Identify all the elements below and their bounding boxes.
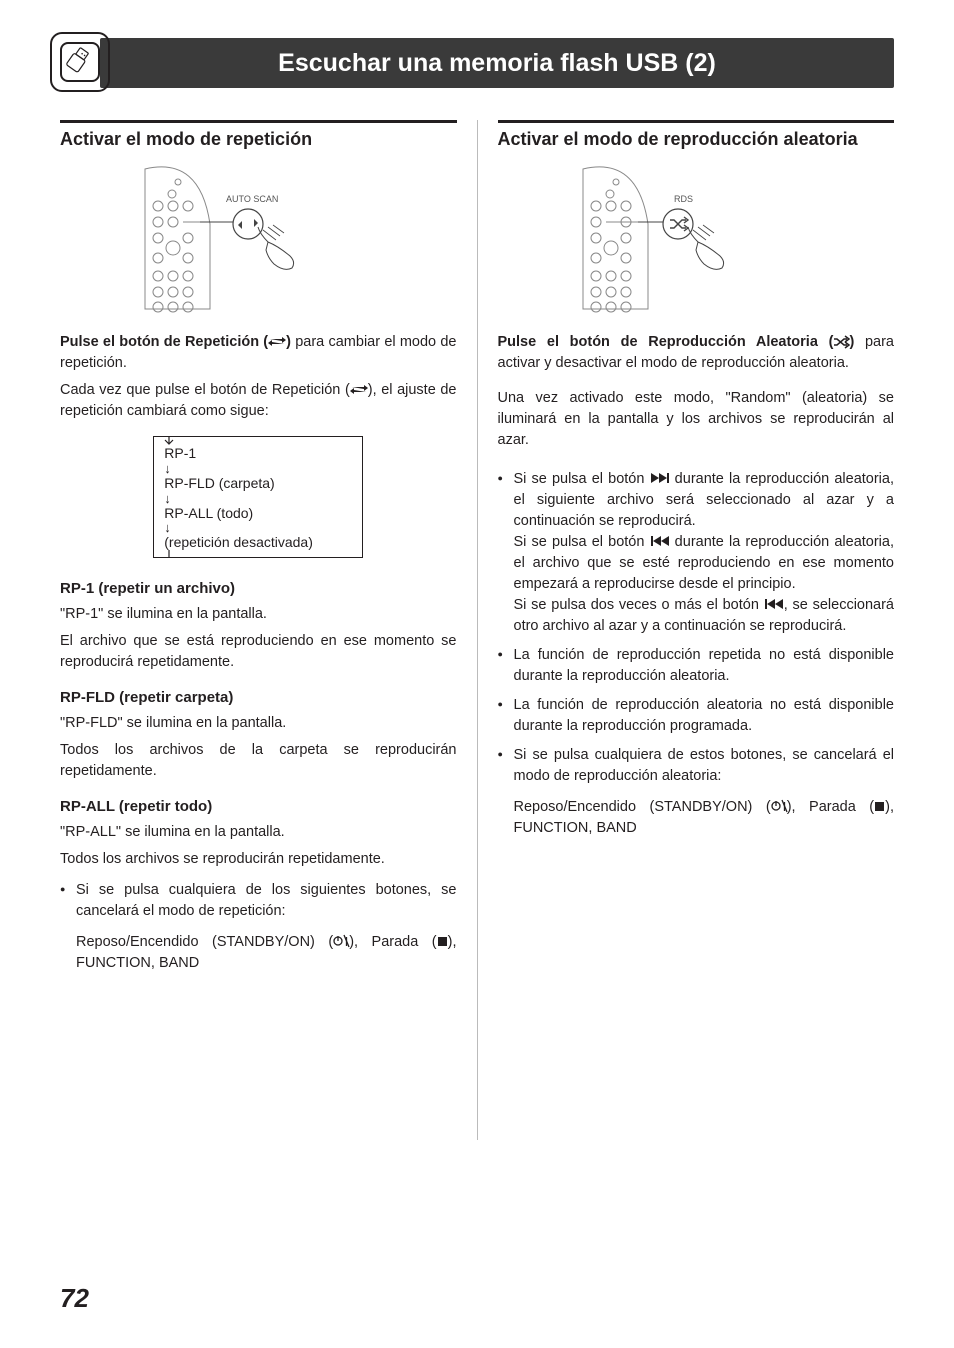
rpfld-line1: "RP-FLD" se ilumina en la pantalla. (60, 713, 457, 734)
repeat-intro-2: Cada vez que pulse el botón de Repetició… (60, 380, 457, 422)
column-repeat-mode: Activar el modo de repetición (60, 120, 477, 1140)
page-title: Escuchar una memoria flash USB (2) (278, 49, 716, 78)
manual-page: Escuchar una memoria flash USB (2) Activ… (0, 0, 954, 1348)
cycle-off: (repetición desactivada) (164, 534, 352, 551)
cycle-rpfld: RP-FLD (carpeta) (164, 475, 352, 492)
page-number: 72 (60, 1283, 89, 1314)
rpall-heading: RP-ALL (repetir todo) (60, 796, 457, 818)
shuffle-bullet-no-program: La función de reproducción aleatoria no … (498, 695, 895, 737)
rpall-line1: "RP-ALL" se ilumina en la pantalla. (60, 822, 457, 843)
repeat-cancel-buttons: Reposo/Encendido (STANDBY/ON) (), Parada… (60, 932, 457, 974)
shuffle-bullet-cancel: Si se pulsa cualquiera de estos botones,… (498, 745, 895, 787)
repeat-intro: Pulse el botón de Repetición () para cam… (60, 332, 457, 374)
rpfld-line2: Todos los archivos de la carpeta se repr… (60, 740, 457, 782)
shuffle-description: Una vez activado este modo, "Random" (al… (498, 388, 895, 451)
section-title-repeat: Activar el modo de repetición (60, 120, 457, 150)
remote-label-auto-scan: AUTO SCAN (226, 194, 278, 204)
shuffle-cancel-buttons: Reposo/Encendido (STANDBY/ON) (), Parada… (498, 797, 895, 839)
remote-label-rds: RDS (674, 194, 693, 204)
shuffle-bullet-skip: Si se pulsa el botón durante la reproduc… (498, 469, 895, 637)
rp1-heading: RP-1 (repetir un archivo) (60, 578, 457, 600)
remote-figure-repeat: AUTO SCAN (140, 164, 457, 314)
cycle-rp1: RP-1 (164, 445, 352, 462)
usb-section-icon (50, 32, 110, 92)
cycle-rpall: RP-ALL (todo) (164, 505, 352, 522)
page-title-band: Escuchar una memoria flash USB (2) (100, 38, 894, 88)
column-shuffle-mode: Activar el modo de reproducción aleatori… (478, 120, 895, 1140)
rp1-line1: "RP-1" se ilumina en la pantalla. (60, 604, 457, 625)
shuffle-intro: Pulse el botón de Reproducción Aleatoria… (498, 332, 895, 374)
section-title-shuffle: Activar el modo de reproducción aleatori… (498, 120, 895, 150)
repeat-cycle-diagram: RP-1 ↓ RP-FLD (carpeta) ↓ RP-ALL (todo) … (153, 436, 363, 558)
rp1-line2: El archivo que se está reproduciendo en … (60, 631, 457, 673)
rpfld-heading: RP-FLD (repetir carpeta) (60, 687, 457, 709)
rpall-line2: Todos los archivos se reproducirán repet… (60, 849, 457, 870)
repeat-cancel-note: Si se pulsa cualquiera de los siguientes… (60, 880, 457, 922)
remote-figure-shuffle: RDS (578, 164, 895, 314)
shuffle-bullet-no-repeat: La función de reproducción repetida no e… (498, 645, 895, 687)
